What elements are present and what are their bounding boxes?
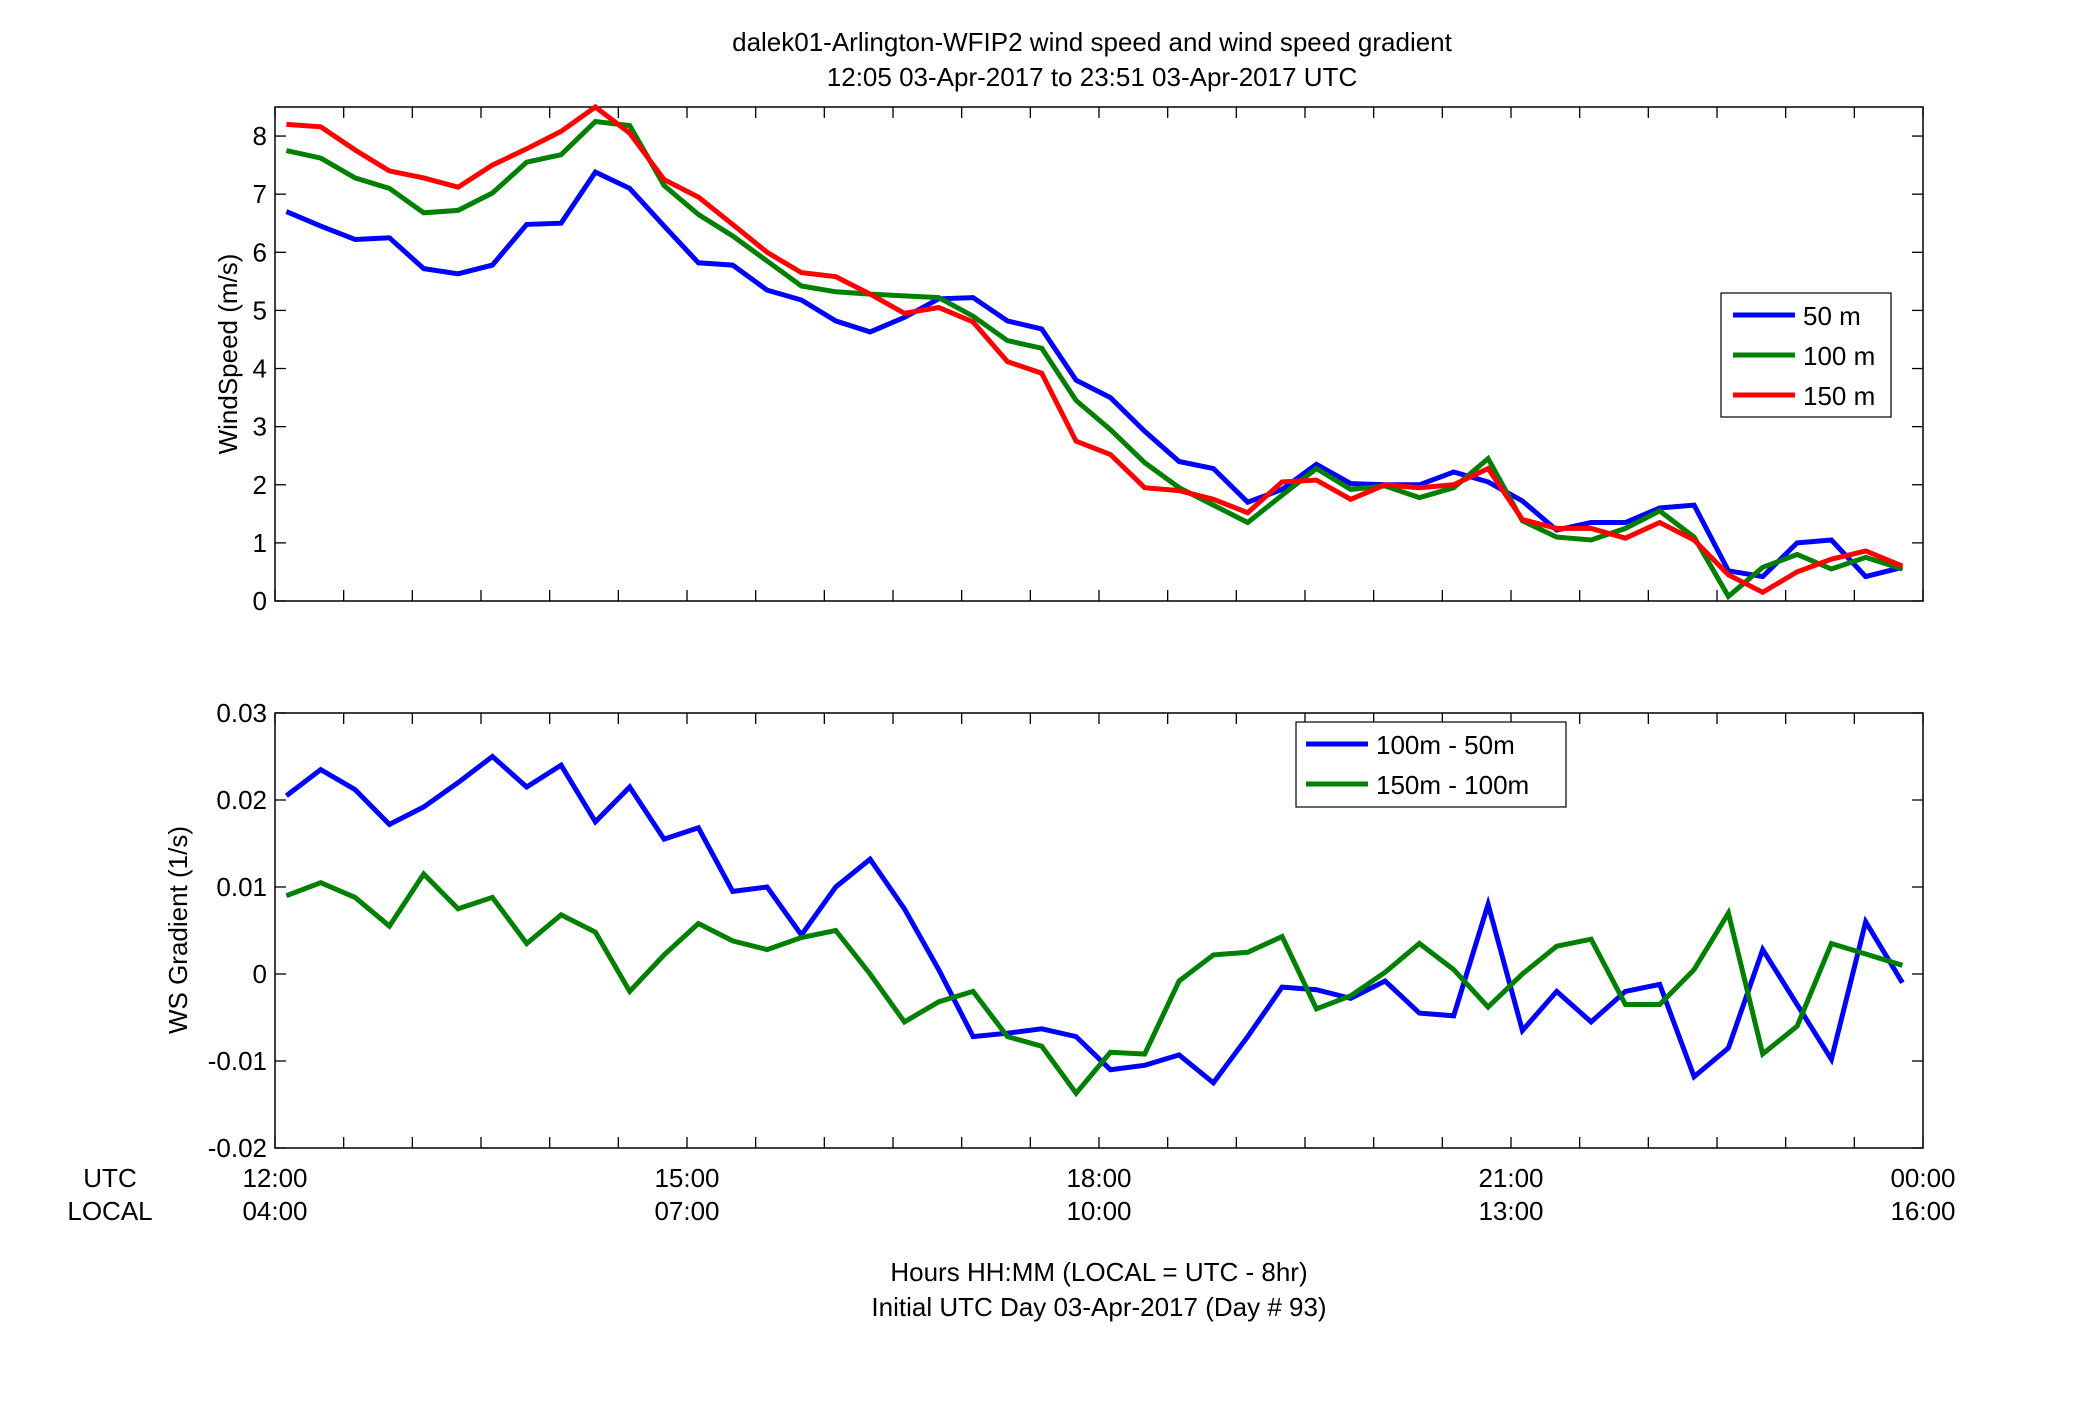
windspeed-ylabel: WindSpeed (m/s) (213, 254, 243, 455)
gradient-plot: -0.02 -0.01 0 0.01 0.02 0.03 WS Gradient (1/s… (163, 698, 1924, 1163)
xtick-local-label-2: 10:00 (1066, 1196, 1131, 1226)
windspeed-ytick-label-6: 6 (253, 237, 267, 267)
gradient-ylabel: WS Gradient (1/s) (163, 826, 193, 1034)
gradient-ytick-label-1: -0.01 (208, 1046, 267, 1076)
xtick-local-label-0: 04:00 (242, 1196, 307, 1226)
xtick-utc-label-3: 21:00 (1478, 1163, 1543, 1193)
windspeed-series-0-line (285, 168, 1904, 580)
windspeed-ytick-label-4: 4 (253, 354, 267, 384)
windspeed-ytick-label-2: 2 (253, 470, 267, 500)
xaxis-local-row-label: LOCAL (67, 1196, 152, 1226)
gradient-ytick-labels: -0.02 -0.01 0 0.01 0.02 0.03 (208, 698, 267, 1163)
windspeed-series-1-line (285, 118, 1904, 601)
xaxis-label-line1: Hours HH:MM (LOCAL = UTC - 8hr) (890, 1257, 1307, 1287)
gradient-ytick-label-2: 0 (253, 959, 267, 989)
xtick-utc-label-1: 15:00 (654, 1163, 719, 1193)
legend-50m-label: 50 m (1803, 301, 1861, 331)
windspeed-plot-area (274, 106, 1924, 602)
gradient-plot-area (274, 712, 1924, 1149)
xtick-local-label-3: 13:00 (1478, 1196, 1543, 1226)
gradient-ytick-label-4: 0.02 (216, 785, 267, 815)
legend-150m-label: 150 m (1803, 381, 1875, 411)
windspeed-legend: 50 m 100 m 150 m (1720, 292, 1892, 418)
gradient-lines (284, 753, 1905, 1098)
xtick-local-label-1: 07:00 (654, 1196, 719, 1226)
chart-title-line2: 12:05 03-Apr-2017 to 23:51 03-Apr-2017 U… (827, 62, 1357, 92)
xtick-utc-label-4: 00:00 (1890, 1163, 1955, 1193)
windspeed-ytick-label-0: 0 (253, 586, 267, 616)
windspeed-ticks (274, 107, 1924, 602)
windspeed-series-2-line (286, 103, 1904, 596)
windspeed-ytick-labels: 0 1 2 3 4 5 6 7 8 (253, 121, 267, 616)
windspeed-ytick-label-5: 5 (253, 295, 267, 325)
xtick-utc-label-0: 12:00 (242, 1163, 307, 1193)
windspeed-ytick-label-1: 1 (253, 528, 267, 558)
windspeed-ytick-label-7: 7 (253, 179, 267, 209)
gradient-ytick-label-3: 0.01 (216, 872, 267, 902)
gradient-ytick-label-0: -0.02 (208, 1133, 267, 1163)
windspeed-ytick-label-8: 8 (253, 121, 267, 151)
xaxis-utc-row-label: UTC (83, 1163, 136, 1193)
xtick-utc-label-2: 18:00 (1066, 1163, 1131, 1193)
chart-title-line1: dalek01-Arlington-WFIP2 wind speed and w… (732, 27, 1453, 57)
gradient-legend: 100m - 50m 150m - 100m (1295, 721, 1567, 808)
legend-100m-label: 100 m (1803, 341, 1875, 371)
gradient-legend-box (1295, 721, 1567, 808)
xaxis-label-line2: Initial UTC Day 03-Apr-2017 (Day # 93) (871, 1292, 1326, 1322)
windspeed-ytick-label-3: 3 (253, 412, 267, 442)
legend-grad2-label: 150m - 100m (1376, 770, 1529, 800)
gradient-ytick-label-5: 0.03 (216, 698, 267, 728)
xtick-local-label-4: 16:00 (1890, 1196, 1955, 1226)
windspeed-lines (285, 103, 1904, 601)
windspeed-plot: 0 1 2 3 4 5 6 7 8 WindSpeed (m/s) 50 m 100 m 150… (213, 103, 1924, 616)
gradient-series-0-line (284, 753, 1905, 1087)
legend-grad1-label: 100m - 50m (1376, 730, 1515, 760)
gradient-series-1-line (285, 870, 1904, 1098)
